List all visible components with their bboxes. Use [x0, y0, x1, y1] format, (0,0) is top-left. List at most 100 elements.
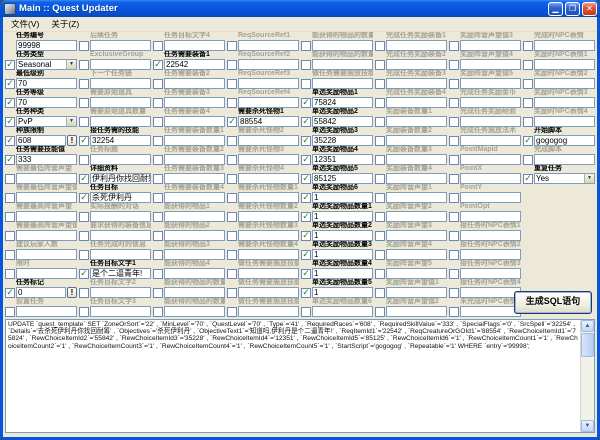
field-input[interactable] [164, 154, 225, 165]
field-input[interactable] [90, 59, 151, 70]
field-checkbox[interactable] [153, 116, 163, 127]
field-checkbox[interactable] [79, 230, 89, 241]
sql-output-text[interactable]: UPDATE `quest_template` SET `ZoneOrSort`… [8, 321, 578, 350]
field-input[interactable] [534, 154, 595, 165]
field-checkbox[interactable] [449, 154, 459, 165]
field-checkbox[interactable]: ✓ [301, 153, 311, 165]
field-checkbox[interactable] [227, 287, 237, 298]
field-checkbox[interactable] [375, 59, 385, 70]
field-checkbox[interactable] [153, 230, 163, 241]
field-checkbox[interactable] [153, 40, 163, 51]
field-input[interactable]: 1 [312, 192, 373, 203]
field-checkbox[interactable]: ✓ [79, 267, 89, 279]
field-input[interactable] [238, 249, 299, 260]
field-input[interactable] [534, 116, 595, 127]
field-input[interactable] [386, 59, 447, 70]
field-checkbox[interactable] [375, 211, 385, 222]
field-checkbox[interactable]: ✓ [5, 96, 15, 108]
field-input[interactable]: gogogog [534, 135, 595, 146]
field-checkbox[interactable] [375, 116, 385, 127]
field-select[interactable]: PvP ▼ [16, 116, 77, 127]
field-checkbox[interactable]: ✓ [523, 172, 533, 184]
field-checkbox[interactable] [375, 135, 385, 146]
field-checkbox[interactable] [5, 306, 15, 317]
field-input[interactable]: 55842 [312, 116, 373, 127]
field-input[interactable] [534, 97, 595, 108]
field-checkbox[interactable] [79, 59, 89, 70]
field-checkbox[interactable]: ✓ [301, 286, 311, 298]
field-checkbox[interactable] [153, 211, 163, 222]
field-checkbox[interactable] [375, 173, 385, 184]
field-checkbox[interactable] [449, 268, 459, 279]
generate-sql-button[interactable]: 生成SQL语句 [514, 291, 592, 314]
field-input[interactable]: 85125 [312, 173, 373, 184]
field-checkbox[interactable] [227, 135, 237, 146]
field-input[interactable] [164, 287, 225, 298]
field-input[interactable] [16, 211, 77, 222]
field-checkbox[interactable] [449, 116, 459, 127]
field-checkbox[interactable] [227, 192, 237, 203]
field-checkbox[interactable] [227, 249, 237, 260]
field-checkbox[interactable] [79, 287, 89, 298]
field-input[interactable] [164, 78, 225, 89]
field-input[interactable]: 1 [312, 230, 373, 241]
field-checkbox[interactable] [79, 211, 89, 222]
field-checkbox[interactable] [449, 78, 459, 89]
field-input[interactable]: 333 [16, 154, 77, 165]
field-input[interactable] [90, 306, 151, 317]
field-checkbox[interactable] [523, 154, 533, 165]
scroll-up-icon[interactable]: ▲ [581, 320, 594, 332]
field-checkbox[interactable] [153, 306, 163, 317]
field-checkbox[interactable] [523, 116, 533, 127]
field-input[interactable] [386, 192, 447, 203]
field-checkbox[interactable] [79, 40, 89, 51]
field-input[interactable] [534, 59, 595, 70]
field-input[interactable] [386, 116, 447, 127]
field-checkbox[interactable] [523, 97, 533, 108]
field-input[interactable] [238, 78, 299, 89]
field-input[interactable] [386, 268, 447, 279]
field-input[interactable] [164, 230, 225, 241]
field-checkbox[interactable] [79, 78, 89, 89]
field-input[interactable] [312, 306, 373, 317]
field-checkbox[interactable] [301, 40, 311, 51]
field-checkbox[interactable]: ✓ [301, 191, 311, 203]
field-checkbox[interactable] [449, 135, 459, 146]
field-input[interactable] [238, 97, 299, 108]
field-checkbox[interactable] [449, 173, 459, 184]
field-checkbox[interactable] [227, 306, 237, 317]
field-checkbox[interactable] [153, 173, 163, 184]
field-input[interactable] [386, 40, 447, 51]
field-checkbox[interactable] [5, 268, 15, 279]
sql-output-box[interactable]: UPDATE `quest_template` SET `ZoneOrSort`… [5, 319, 595, 433]
field-checkbox[interactable] [375, 230, 385, 241]
field-input[interactable] [312, 78, 373, 89]
field-input[interactable] [460, 59, 521, 70]
field-input[interactable] [386, 97, 447, 108]
field-input[interactable] [460, 40, 521, 51]
field-checkbox[interactable]: ✓ [301, 248, 311, 260]
scrollbar-thumb[interactable] [581, 333, 594, 357]
field-input[interactable] [90, 230, 151, 241]
close-button[interactable]: ✕ [582, 1, 597, 16]
field-checkbox[interactable] [301, 78, 311, 89]
field-input[interactable]: 0 [16, 287, 66, 298]
field-checkbox[interactable] [79, 116, 89, 127]
field-checkbox[interactable] [375, 306, 385, 317]
field-input[interactable] [16, 268, 77, 279]
field-checkbox[interactable] [375, 249, 385, 260]
field-checkbox[interactable] [449, 230, 459, 241]
field-input[interactable] [460, 97, 521, 108]
field-checkbox[interactable] [79, 306, 89, 317]
field-input[interactable] [460, 154, 521, 165]
field-input[interactable]: 1 [312, 249, 373, 260]
field-checkbox[interactable]: ✓ [301, 96, 311, 108]
field-input[interactable] [16, 230, 77, 241]
field-checkbox[interactable] [153, 97, 163, 108]
field-checkbox[interactable] [227, 40, 237, 51]
field-checkbox[interactable] [227, 154, 237, 165]
field-input[interactable]: 伊利丹你找回耐筹 [90, 173, 151, 184]
field-input[interactable] [386, 230, 447, 241]
field-input[interactable] [16, 173, 77, 184]
field-checkbox[interactable] [449, 287, 459, 298]
